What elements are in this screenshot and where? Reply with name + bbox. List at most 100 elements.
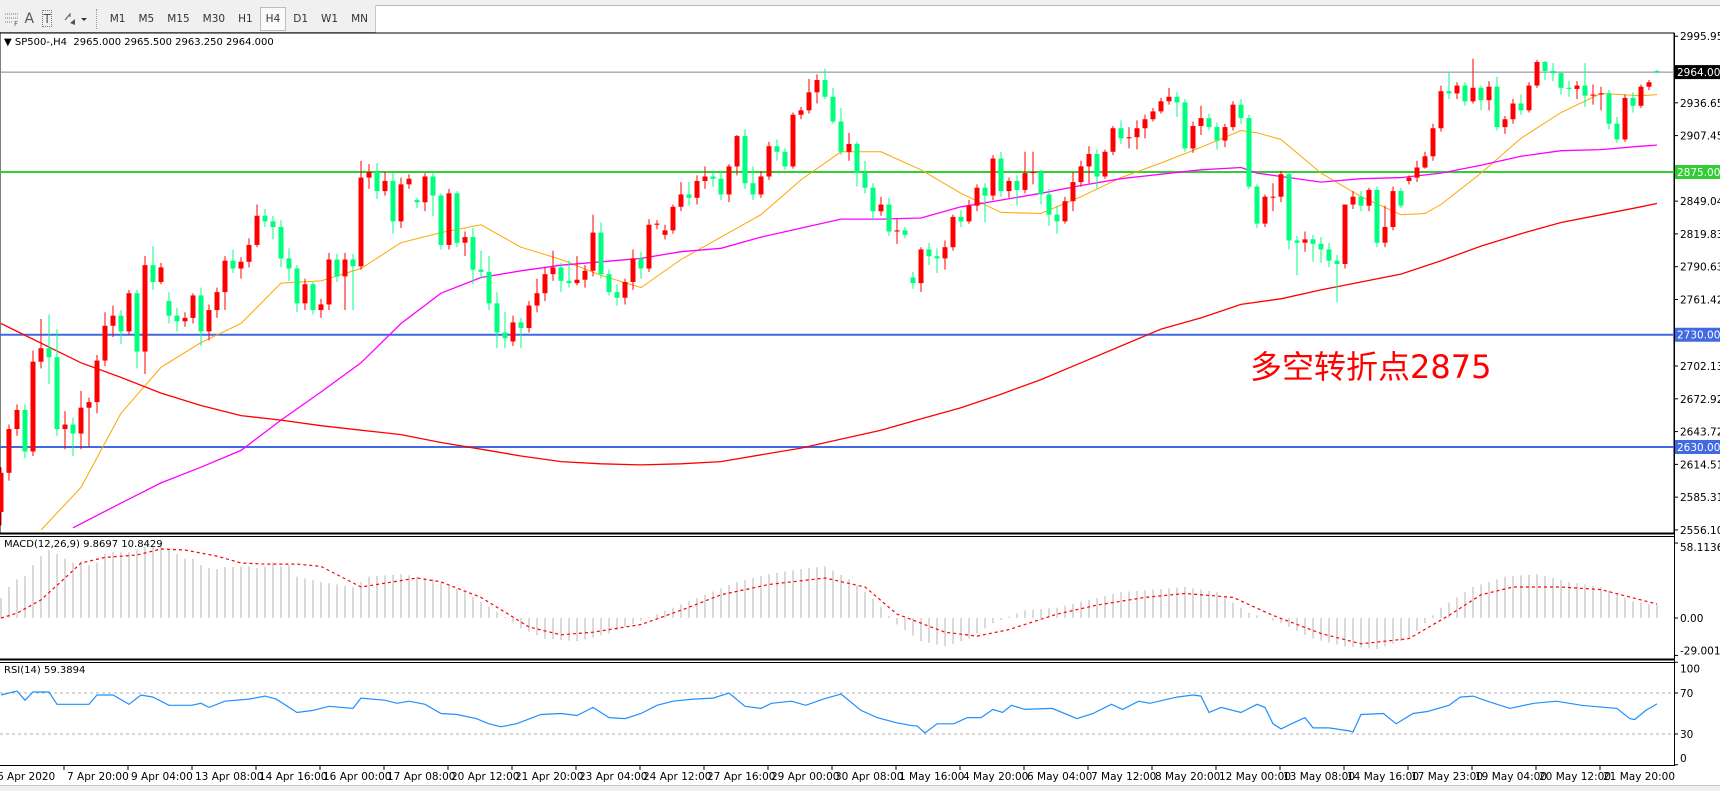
candle-body: [1598, 93, 1604, 95]
candle-body: [1054, 214, 1060, 222]
charts-toolbar: F A T M1 M5 M15 M30 H1 H4 D1 W1 MN: [0, 5, 376, 33]
candle-body: [598, 232, 604, 275]
timeframe-d1-button[interactable]: D1: [293, 12, 309, 25]
candle: [1342, 204, 1348, 269]
chevron-down-icon: [80, 17, 87, 21]
candle-body: [318, 304, 324, 311]
timeframe-m15-button[interactable]: M15: [167, 12, 190, 25]
candle-body: [1502, 119, 1508, 128]
candle-body: [62, 424, 68, 430]
candle: [494, 292, 500, 349]
candle-body: [982, 187, 988, 196]
price-tick-label: 2907.450: [1680, 131, 1720, 143]
timeframe-w1-button[interactable]: W1: [321, 12, 339, 25]
candle-body: [782, 151, 788, 167]
timeframe-mn-button[interactable]: MN: [351, 12, 368, 25]
timeframe-m1-button[interactable]: M1: [109, 12, 126, 25]
svg-text:F: F: [14, 20, 18, 27]
candle-body: [670, 206, 676, 231]
timeframe-group: M1 M5 M15 M30 H1 H4 D1 W1 MN: [104, 6, 375, 31]
time-tick-label: 14 Apr 16:00: [259, 771, 327, 783]
candle-body: [142, 265, 148, 352]
price-label: 2630.000: [1677, 442, 1720, 454]
candle-body: [1126, 137, 1132, 139]
time-tick-label: 13 May 08:00: [1283, 771, 1355, 783]
candle: [190, 293, 196, 324]
candle: [742, 129, 748, 189]
candle-body: [534, 293, 540, 306]
candle-body: [1590, 94, 1596, 96]
candle: [38, 319, 44, 369]
candle-body: [550, 267, 556, 275]
candle: [438, 193, 444, 250]
arrows-icon[interactable]: [62, 8, 88, 30]
candle-body: [430, 176, 436, 196]
candle: [526, 301, 532, 333]
candle-body: [406, 178, 412, 185]
candle-body: [1238, 104, 1244, 119]
candle: [678, 182, 684, 212]
candle-body: [1526, 85, 1532, 111]
candle: [654, 220, 660, 230]
candle-body: [94, 360, 100, 403]
top-panel-strip: [0, 0, 1720, 6]
candle-body: [942, 247, 948, 259]
candle: [1446, 72, 1452, 100]
candle-body: [182, 317, 188, 322]
candle: [838, 108, 844, 156]
candle-body: [1230, 104, 1236, 128]
candle-body: [1582, 85, 1588, 96]
candle: [1030, 151, 1036, 185]
candle: [1334, 255, 1340, 303]
candle: [390, 173, 396, 234]
candle: [1006, 177, 1012, 198]
candle: [1310, 234, 1316, 262]
time-tick-label: 14 May 16:00: [1347, 771, 1419, 783]
candle: [1262, 194, 1268, 227]
candle-body: [1382, 226, 1388, 243]
properties-icon[interactable]: F: [4, 8, 20, 30]
text-label-icon[interactable]: T: [42, 10, 52, 27]
candle-body: [574, 279, 580, 284]
chart-annotation[interactable]: 多空转折点2875: [1250, 348, 1492, 386]
collapse-triangle-icon[interactable]: ▼: [4, 37, 15, 48]
timeframe-m30-button[interactable]: M30: [202, 12, 226, 25]
candle: [1430, 123, 1436, 161]
candle-body: [22, 409, 28, 452]
candle: [1062, 196, 1068, 224]
candle-body: [1390, 191, 1396, 227]
time-tick-label: 6 Apr 2020: [0, 771, 55, 783]
candle: [926, 242, 932, 266]
candle-body: [766, 146, 772, 177]
time-tick-label: 1 May 16:00: [899, 771, 964, 783]
candle: [734, 134, 740, 176]
timeframe-h4-button[interactable]: H4: [259, 6, 287, 31]
text-icon[interactable]: A: [24, 10, 35, 27]
candle-body: [150, 265, 156, 282]
candle: [606, 269, 612, 296]
candle: [150, 246, 156, 290]
rsi-tick-label: 30: [1680, 729, 1693, 741]
candle: [894, 219, 900, 244]
candle: [998, 151, 1004, 197]
candle: [1350, 191, 1356, 210]
time-tick-label: 16 Apr 00:00: [323, 771, 391, 783]
candle: [670, 204, 676, 234]
candle-body: [622, 281, 628, 298]
candle: [142, 256, 148, 375]
candle: [958, 210, 964, 227]
candle: [774, 139, 780, 161]
macd-tick-label: 0.00: [1680, 613, 1703, 625]
candle: [1286, 172, 1292, 250]
price-tick-label: 2995.950: [1680, 31, 1720, 43]
candle: [1486, 81, 1492, 111]
candle: [1038, 169, 1044, 205]
candle-body: [686, 194, 692, 198]
timeframe-m5-button[interactable]: M5: [138, 12, 155, 25]
candle-body: [1062, 201, 1068, 222]
candle-body: [1190, 125, 1196, 149]
candle-body: [1534, 62, 1540, 86]
timeframe-h1-button[interactable]: H1: [238, 12, 253, 25]
